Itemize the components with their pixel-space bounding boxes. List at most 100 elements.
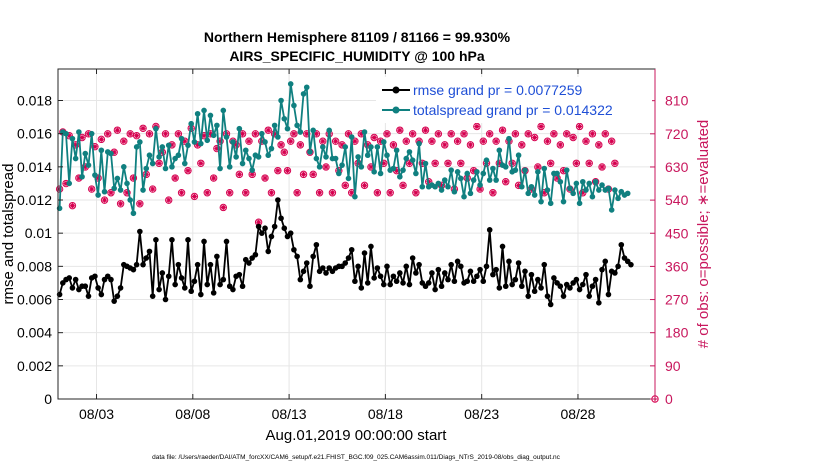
obs-evaluated-point [596, 142, 602, 148]
spread-point [467, 190, 474, 197]
obs-evaluated-point [548, 160, 554, 166]
rmse-point [271, 223, 278, 230]
y-left-tick-label: 0.01 [25, 225, 52, 241]
spread-point [153, 125, 159, 132]
obs-evaluated-point [243, 190, 249, 196]
spread-point [531, 192, 538, 198]
spread-point [108, 150, 114, 157]
y-axis-right-label: # of obs: o=possible; ∗=evaluated [695, 120, 712, 349]
rmse-point [528, 271, 535, 278]
spread-point [477, 182, 483, 188]
obs-evaluated-point [201, 133, 207, 139]
legend-entry-spread: totalspread grand pr = 0.014322 [382, 102, 613, 118]
obs-evaluated-point [612, 160, 618, 166]
spread-point [159, 144, 166, 150]
spread-point [461, 193, 467, 200]
rmse-point [72, 276, 79, 283]
spread-point [413, 170, 419, 177]
spread-point [332, 155, 339, 162]
obs-evaluated-point [496, 160, 502, 166]
spread-point [445, 183, 451, 190]
rmse-point [178, 275, 185, 281]
spread-point [438, 187, 445, 193]
rmse-point [82, 283, 89, 290]
spread-point [169, 164, 175, 170]
rmse-point [374, 265, 381, 271]
spread-point [345, 175, 352, 182]
obs-evaluated-point [69, 203, 75, 209]
obs-possible-point [226, 189, 234, 197]
rmse-point [518, 283, 525, 290]
spread-point [198, 140, 204, 147]
rmse-point [108, 276, 114, 283]
obs-evaluated-point [583, 138, 589, 144]
obs-possible-point [290, 130, 298, 138]
obs-possible-point [344, 130, 353, 138]
rmse-point [198, 291, 204, 298]
rmse-point [490, 271, 496, 278]
obs-evaluated-point [512, 131, 518, 137]
rmse-point [551, 275, 557, 281]
obs-evaluated-point [413, 190, 419, 196]
spread-point [557, 178, 564, 185]
rmse-point [573, 276, 580, 283]
x-tick-label: 08/08 [175, 406, 210, 422]
obs-evaluated-point [207, 131, 213, 137]
spread-point [538, 198, 544, 205]
rmse-point [502, 283, 509, 290]
spread-point [178, 135, 185, 142]
rmse-point [557, 283, 564, 290]
obs-evaluated-point [349, 190, 355, 196]
obs-evaluated-point [278, 142, 284, 148]
rmse-point [159, 270, 166, 276]
spread-point [88, 130, 95, 137]
spread-point [361, 129, 368, 135]
obs-evaluated-point [519, 142, 525, 148]
obs-evaluated-point [150, 186, 156, 192]
spread-point [287, 81, 294, 87]
obs-evaluated-point [589, 131, 595, 137]
obs-evaluated-point [323, 164, 329, 170]
obs-possible-point [563, 130, 571, 138]
obs-possible-point [209, 174, 218, 182]
obs-possible-point [139, 124, 147, 132]
spread-point [419, 183, 426, 190]
obs-possible-point [585, 159, 593, 167]
obs-possible-point [360, 181, 369, 190]
rmse-point [201, 238, 207, 245]
spread-point [605, 185, 612, 192]
rmse-point [236, 271, 243, 278]
obs-possible-point [386, 189, 394, 197]
rmse-point [368, 243, 374, 250]
spread-point [547, 200, 554, 207]
obs-possible-point [274, 166, 282, 175]
obs-possible-point [489, 189, 497, 197]
obs-evaluated-point [79, 135, 85, 141]
obs-possible-point [216, 137, 224, 145]
obs-evaluated-point [73, 142, 79, 148]
obs-evaluated-point [304, 131, 310, 137]
rmse-point [153, 237, 159, 243]
obs-evaluated-point [262, 175, 268, 181]
rmse-point [512, 276, 519, 283]
rmse-point [310, 253, 316, 260]
spread-point [339, 162, 345, 168]
spread-point [458, 175, 464, 182]
obs-evaluated-point [265, 127, 271, 133]
rmse-point [615, 263, 621, 270]
obs-possible-point [171, 174, 179, 182]
rmse-point [567, 285, 573, 291]
rmse-point [467, 268, 474, 275]
spread-point [101, 188, 108, 195]
obs-possible-point [598, 163, 606, 171]
rmse-point [592, 276, 599, 283]
rmse-point [496, 285, 503, 291]
obs-possible-point [373, 189, 382, 197]
spread-point [194, 110, 201, 117]
obs-possible-point [550, 130, 558, 138]
spread-point [111, 185, 117, 192]
spread-point [355, 154, 361, 160]
obs-evaluated-point [480, 138, 486, 144]
spread-point [98, 147, 105, 154]
